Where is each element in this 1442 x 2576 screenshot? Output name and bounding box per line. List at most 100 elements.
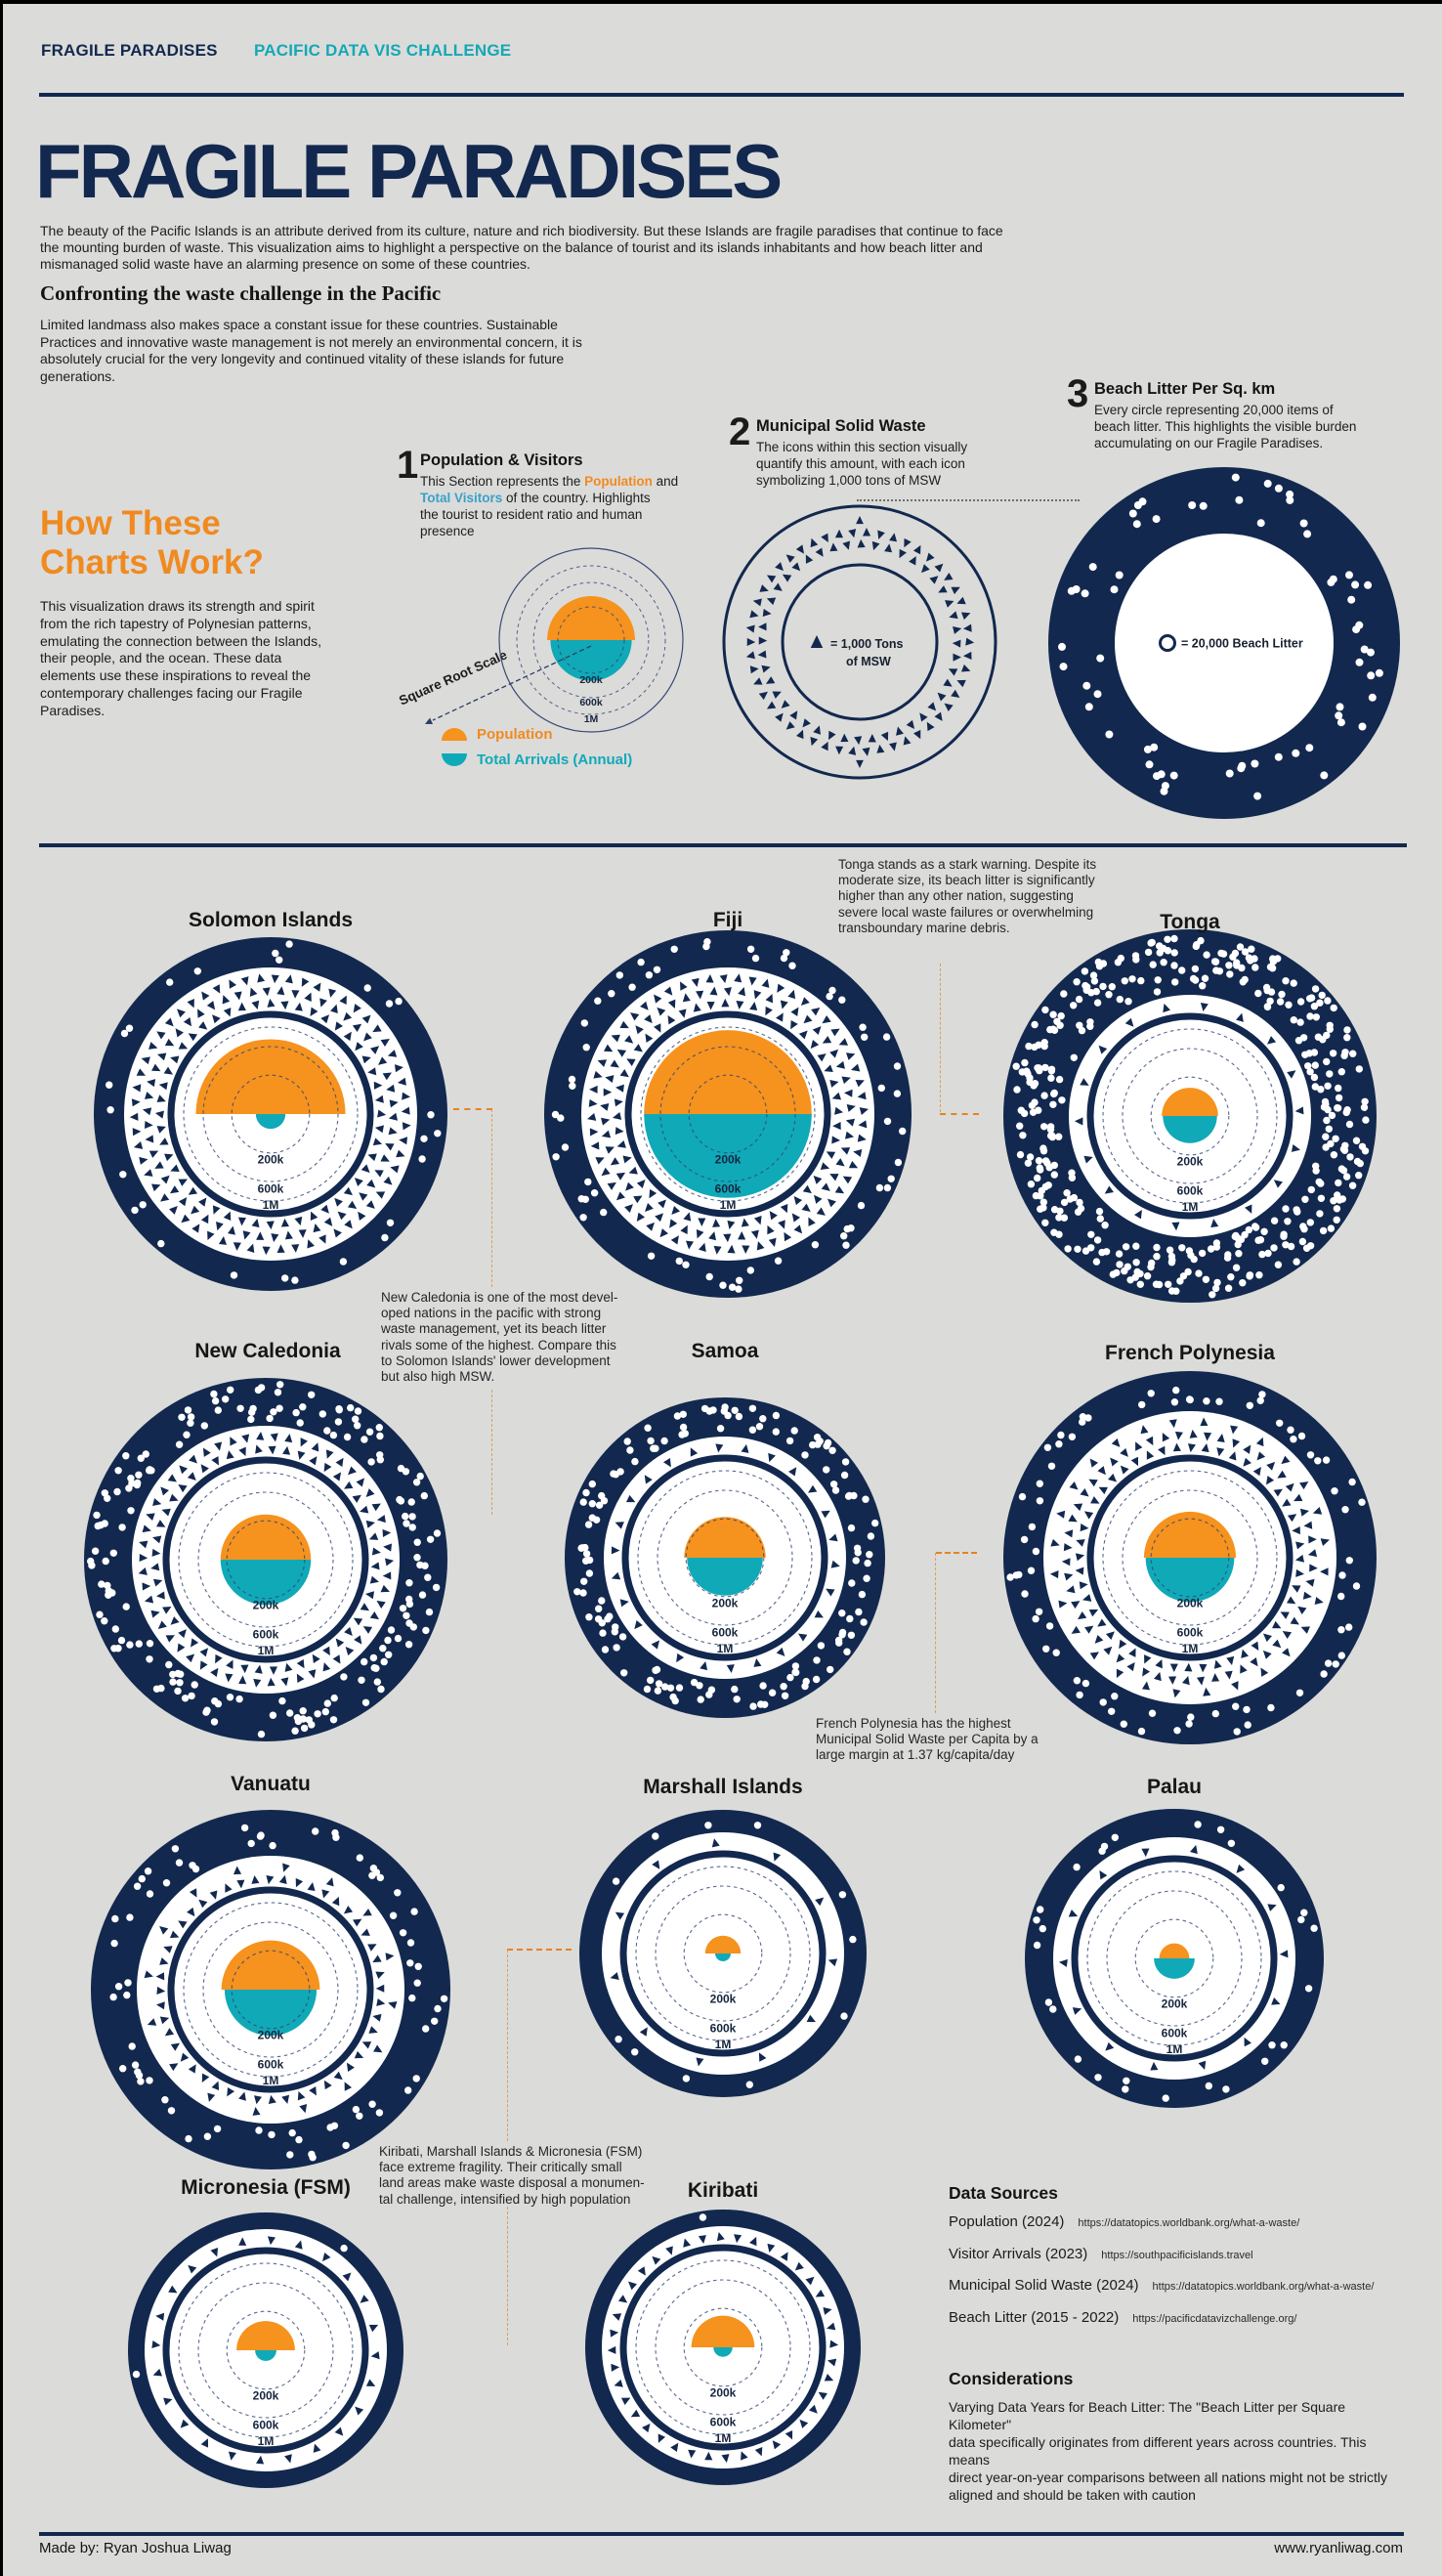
svg-text:1M: 1M: [715, 2038, 732, 2051]
legend-population-row: Population: [442, 726, 553, 743]
svg-text:600k: 600k: [253, 1628, 279, 1642]
footer-website-link[interactable]: www.ryanliwag.com: [1274, 2540, 1403, 2556]
svg-text:600k: 600k: [715, 1182, 742, 1196]
connector-newcaledonia-vertical-2: [491, 1390, 492, 1515]
country-chart-new_caledonia: 200k 600k 1M: [84, 1378, 447, 1741]
connector-tonga-vertical: [940, 964, 941, 1112]
connector-kiribati-horizontal: [507, 1949, 572, 1951]
header-rule: [39, 93, 1404, 97]
svg-text:200k: 200k: [1177, 1597, 1204, 1610]
data-source-item: Beach Litter (2015 - 2022) https://pacif…: [949, 2309, 1398, 2326]
country-chart-vanuatu: 200k 600k 1M: [91, 1810, 450, 2169]
legend-population-label: Population: [477, 726, 553, 743]
svg-text:1M: 1M: [1166, 2042, 1183, 2056]
annotation-kiribati: Kiribati, Marshall Islands & Micronesia …: [379, 2144, 645, 2207]
country-chart-french_polynesia: 200k 600k 1M: [1003, 1371, 1377, 1744]
page-title: FRAGILE PARADISES: [35, 128, 783, 214]
svg-text:1M: 1M: [584, 713, 599, 725]
data-source-url[interactable]: https://pacificdatavizchallenge.org/: [1132, 2312, 1297, 2325]
section-2-title: Municipal Solid Waste: [756, 417, 926, 435]
svg-text:600k: 600k: [1177, 1626, 1204, 1640]
section-leader-line: [857, 499, 1080, 501]
connector-kiribati-vertical-2: [507, 2207, 508, 2345]
footer-made-by: Made by: Ryan Joshua Liwag: [39, 2540, 232, 2556]
how-charts-work-body: This visualization draws its strength an…: [40, 598, 321, 718]
brand-logo-text: FRAGILE PARADISES: [41, 41, 218, 60]
s1-text-1: This Section represents the: [420, 474, 585, 489]
connector-frenchpolynesia-horizontal: [936, 1552, 977, 1554]
svg-text:200k: 200k: [579, 674, 603, 686]
svg-text:1M: 1M: [717, 1642, 734, 1655]
connector-tonga-horizontal: [940, 1113, 979, 1115]
annotation-new-caledonia: New Caledonia is one of the most devel- …: [381, 1290, 618, 1384]
country-title-marshall: Marshall Islands: [643, 1776, 803, 1798]
svg-text:1M: 1M: [715, 2431, 732, 2445]
section-3-number: 3: [1067, 372, 1089, 415]
svg-text:200k: 200k: [253, 2389, 279, 2403]
svg-text:200k: 200k: [258, 1153, 284, 1167]
top-edge-border: [0, 0, 1442, 4]
connector-frenchpolynesia-vertical: [935, 1553, 936, 1713]
svg-text:1M: 1M: [263, 2074, 279, 2087]
annotation-tonga: Tonga stands as a stark warning. Despite…: [838, 857, 1097, 935]
data-source-label: Municipal Solid Waste (2024): [949, 2277, 1139, 2294]
country-chart-fiji: 200k 600k 1M: [544, 930, 912, 1298]
data-source-label: Beach Litter (2015 - 2022): [949, 2308, 1120, 2326]
data-source-url[interactable]: https://southpacificislands.travel: [1101, 2249, 1253, 2261]
example-chart-beach-litter: = 20,000 Beach Litter: [1048, 467, 1400, 819]
data-source-item: Population (2024) https://datatopics.wor…: [949, 2213, 1398, 2230]
country-chart-kiribati: 200k 600k 1M: [585, 2210, 861, 2485]
s1-text-2: and: [656, 474, 679, 489]
connector-newcaledonia-vertical: [491, 1109, 492, 1287]
svg-text:600k: 600k: [1162, 2027, 1188, 2040]
connector-kiribati-vertical: [507, 1950, 508, 2141]
country-title-fiji: Fiji: [712, 909, 743, 931]
footer-rule: [39, 2532, 1404, 2536]
s1-visitors-word: Total Visitors: [420, 491, 503, 505]
section-1-number: 1: [397, 444, 419, 487]
confronting-heading: Confronting the waste challenge in the P…: [40, 281, 442, 305]
svg-text:1M: 1M: [258, 1644, 275, 1657]
country-title-samoa: Samoa: [691, 1340, 759, 1362]
s1-population-word: Population: [584, 474, 653, 489]
country-chart-palau: 200k 600k 1M: [1025, 1809, 1324, 2108]
confronting-body: Limited landmass also makes space a cons…: [40, 317, 582, 384]
how-charts-work-heading: How These Charts Work?: [40, 504, 264, 581]
section-1-body: This Section represents the Population a…: [420, 473, 690, 539]
section-2-number: 2: [729, 410, 751, 453]
considerations-body: Varying Data Years for Beach Litter: The…: [949, 2399, 1387, 2503]
country-chart-samoa: 200k 600k 1M: [565, 1397, 885, 1718]
svg-text:200k: 200k: [1162, 1997, 1188, 2011]
svg-text:600k: 600k: [253, 2419, 279, 2432]
example-chart-msw: = 1,000 Tons of MSW: [722, 504, 997, 780]
considerations-heading: Considerations: [949, 2369, 1074, 2388]
svg-text:200k: 200k: [253, 1599, 279, 1612]
annotation-french-polynesia: French Polynesia has the highest Municip…: [816, 1716, 1039, 1763]
country-title-tonga: Tonga: [1160, 911, 1220, 933]
svg-text:600k: 600k: [258, 2058, 284, 2072]
left-edge-border: [0, 0, 3, 2576]
svg-text:= 20,000 Beach Litter: = 20,000 Beach Litter: [1181, 637, 1303, 651]
svg-text:1M: 1M: [1182, 1642, 1199, 1655]
svg-text:of MSW: of MSW: [846, 655, 891, 668]
svg-text:600k: 600k: [579, 697, 603, 708]
country-title-micronesia: Micronesia (FSM): [181, 2176, 351, 2199]
population-semicircle-icon: [442, 728, 467, 741]
intro-paragraph: The beauty of the Pacific Islands is an …: [40, 223, 1003, 273]
section-1-title: Population & Visitors: [420, 451, 583, 469]
svg-text:600k: 600k: [712, 1626, 739, 1640]
data-sources-block: Data Sources Population (2024) https://d…: [949, 2183, 1398, 2340]
s1-text-3: of the country. Highlights the tourist t…: [420, 491, 651, 538]
country-title-vanuatu: Vanuatu: [231, 1773, 311, 1795]
data-source-label: Visitor Arrivals (2023): [949, 2245, 1088, 2262]
considerations-block: Considerations Varying Data Years for Be…: [949, 2369, 1390, 2504]
challenge-logo-text: PACIFIC DATA VIS CHALLENGE: [254, 41, 512, 60]
country-chart-micronesia: 200k 600k 1M: [128, 2212, 403, 2488]
legend-arrivals-row: Total Arrivals (Annual): [442, 751, 632, 768]
data-source-url[interactable]: https://datatopics.worldbank.org/what-a-…: [1152, 2281, 1375, 2293]
country-title-palau: Palau: [1146, 1776, 1203, 1798]
data-source-url[interactable]: https://datatopics.worldbank.org/what-a-…: [1078, 2217, 1300, 2229]
country-title-french_polynesia: French Polynesia: [1105, 1342, 1275, 1364]
data-source-label: Population (2024): [949, 2213, 1065, 2230]
section-3-body: Every circle representing 20,000 items o…: [1094, 403, 1357, 451]
